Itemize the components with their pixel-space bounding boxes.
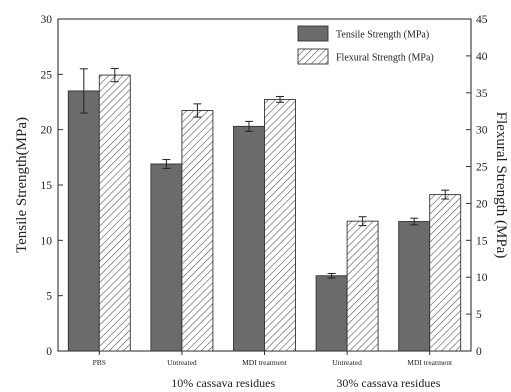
flexural-bar bbox=[98, 74, 131, 352]
left-tick-label: 10 bbox=[41, 235, 53, 247]
tensile-bar bbox=[233, 125, 265, 352]
tensile-bar bbox=[150, 163, 183, 352]
group-label: 30% cassava residues bbox=[336, 376, 440, 390]
legend-label: Tensile Strength (MPa) bbox=[336, 30, 429, 41]
right-tick-label: 10 bbox=[476, 272, 488, 284]
right-tick-label: 40 bbox=[476, 51, 488, 63]
legend-swatch-flexural bbox=[297, 48, 329, 65]
flexural-bar bbox=[346, 220, 379, 352]
left-tick-label: 0 bbox=[46, 346, 52, 358]
right-tick-label: 0 bbox=[476, 346, 482, 358]
category-label: MDI treatment bbox=[242, 358, 288, 367]
legend-label: Flexural Strength (MPa) bbox=[336, 53, 434, 64]
category-label: Untreated bbox=[167, 358, 197, 367]
right-tick-label: 25 bbox=[476, 162, 488, 174]
y-axis-left-label: Tensile Strength(MPa) bbox=[14, 117, 30, 253]
group-label: 10% cassava residues bbox=[171, 376, 275, 390]
left-tick-label: 30 bbox=[41, 14, 53, 26]
tensile-bar bbox=[315, 275, 348, 352]
right-tick-label: 15 bbox=[476, 235, 488, 247]
right-tick-label: 5 bbox=[476, 309, 482, 321]
legend-swatch-tensile bbox=[297, 25, 329, 42]
flexural-bar bbox=[181, 110, 214, 352]
left-tick-label: 5 bbox=[46, 291, 52, 303]
category-label: Untreated bbox=[332, 358, 362, 367]
tensile-bar bbox=[67, 90, 100, 352]
tensile-bar bbox=[398, 221, 431, 352]
left-tick-label: 15 bbox=[41, 180, 53, 192]
y-axis-right-label: Flexural Strength (MPa) bbox=[493, 112, 509, 259]
category-label: PBS bbox=[93, 358, 106, 367]
left-tick-label: 25 bbox=[41, 69, 53, 81]
right-tick-label: 45 bbox=[476, 14, 488, 26]
left-tick-label: 20 bbox=[41, 125, 53, 137]
flexural-bar bbox=[429, 194, 462, 352]
right-tick-label: 30 bbox=[476, 125, 488, 137]
category-label: MDI treatment bbox=[407, 358, 453, 367]
right-tick-label: 20 bbox=[476, 198, 488, 210]
flexural-bar bbox=[264, 98, 296, 352]
right-tick-label: 35 bbox=[476, 88, 488, 100]
legend: Tensile Strength (MPa) Flexural Strength … bbox=[297, 25, 434, 65]
